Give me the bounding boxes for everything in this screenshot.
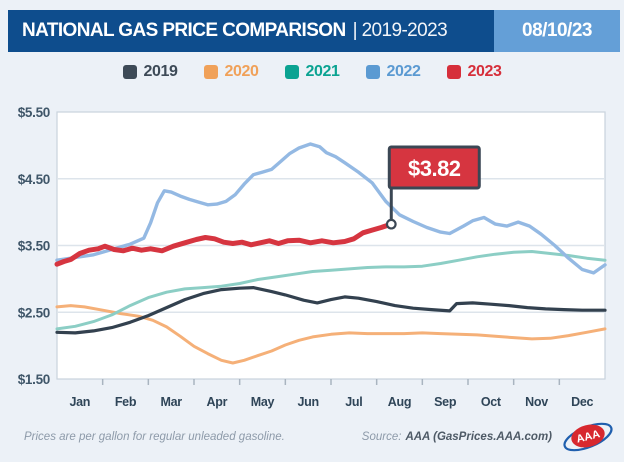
line-2021 [55,250,607,331]
header-bar: NATIONAL GAS PRICE COMPARISON | 2019-202… [8,10,620,52]
source-credit: Source: AAA (GasPrices.AAA.com) [362,431,552,443]
legend-swatch-2021 [284,65,299,79]
title-main: NATIONAL GAS PRICE COMPARISON [22,20,346,41]
x-axis-label-May: May [251,395,275,409]
legend-label-2021: 2021 [305,63,340,80]
legend-swatch-2023 [446,65,461,79]
x-axis-label-Nov: Nov [525,395,548,409]
legend-item-2020: 2020 [203,63,259,81]
footnote: Prices are per gallon for regular unlead… [24,431,285,443]
y-axis-label-4.50: $4.50 [18,172,50,187]
x-axis-label-Mar: Mar [160,395,182,409]
legend-swatch-2019 [122,65,137,79]
current-price-marker [385,218,397,230]
line-2019 [55,286,607,335]
aaa-logo: AAA [563,422,613,452]
y-axis-label-2.50: $2.50 [18,305,50,320]
logo-text: AAA [575,428,601,445]
x-axis-label-Jul: Jul [345,395,362,409]
line-2020 [55,304,607,365]
x-axis-label-Jun: Jun [298,395,319,409]
legend-label-2023: 2023 [467,63,502,80]
line-2023 [54,221,394,267]
y-axis-label-5.50: $5.50 [18,105,50,120]
y-axis-label-1.50: $1.50 [18,372,50,387]
callout-price-label: $3.82 [408,156,461,181]
legend-label-2022: 2022 [386,63,421,80]
x-axis-label-Feb: Feb [115,395,137,409]
x-axis-label-Oct: Oct [481,395,502,409]
date-badge: 08/10/23 [494,10,620,52]
source-name: AAA (GasPrices.AAA.com) [405,431,552,443]
x-axis-label-Sep: Sep [434,395,457,409]
title-year-range: | 2019-2023 [352,20,448,41]
legend-label-2019: 2019 [143,63,178,80]
legend-swatch-2020 [203,65,218,79]
y-axis-label-3.50: $3.50 [18,239,50,254]
x-axis-label-Dec: Dec [571,395,593,409]
legend-item-2021: 2021 [284,63,340,81]
legend-label-2020: 2020 [224,63,259,80]
legend-swatch-2022 [365,65,380,79]
x-axis-label-Aug: Aug [388,395,411,409]
legend-item-2022: 2022 [365,63,421,81]
callout-box [387,145,481,190]
legend-item-2019: 2019 [122,63,178,81]
source-prefix: Source: [361,431,402,443]
x-axis-label-Apr: Apr [207,395,228,409]
logo-oval [571,424,605,448]
gas-price-line-chart: Jan Feb Mar Apr May Jun Jul Aug Sep Oct Nov Dec $5.5… [18,105,607,409]
page-title: NATIONAL GAS PRICE COMPARISON | 2019-202… [8,10,494,52]
chart-legend: 2019 2020 2021 2022 2023 [0,63,624,81]
legend-item-2023: 2023 [446,63,502,81]
bottom-strip [0,462,624,468]
x-axis-label-Jan: Jan [70,395,91,409]
line-2022 [55,142,607,275]
